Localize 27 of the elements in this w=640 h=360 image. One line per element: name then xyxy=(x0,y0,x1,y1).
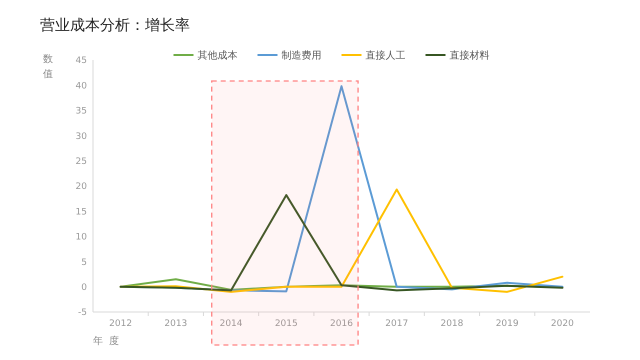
y-tick-label: 35 xyxy=(76,106,87,117)
x-tick-label: 2013 xyxy=(164,319,188,329)
y-tick-label: 10 xyxy=(76,232,88,243)
y-tick-label: 25 xyxy=(76,156,87,167)
x-tick-label: 2012 xyxy=(109,319,132,329)
x-tick-label: 2015 xyxy=(274,319,298,329)
y-tick-label: 15 xyxy=(76,207,87,218)
x-tick-label: 2014 xyxy=(220,319,243,329)
y-tick-label: 5 xyxy=(81,258,87,268)
legend-label: 制造费用 xyxy=(282,50,322,62)
y-tick-label: 0 xyxy=(81,282,88,293)
x-axis-title: 年度 xyxy=(93,335,125,347)
x-tick-label: 2019 xyxy=(496,319,519,329)
y-tick-label: 20 xyxy=(76,182,88,192)
legend-label: 直接材料 xyxy=(450,50,490,62)
x-tick-label: 2018 xyxy=(440,319,464,329)
y-axis-title: 数值 xyxy=(43,54,53,80)
chart-title: 营业成本分析：增长率 xyxy=(40,16,190,34)
y-tick-label: 30 xyxy=(76,132,88,142)
y-tick-label: -5 xyxy=(78,308,87,318)
y-tick-label: 40 xyxy=(76,81,88,92)
y-tick-label: 45 xyxy=(76,56,87,66)
x-tick-label: 2016 xyxy=(330,319,354,329)
x-tick-label: 2017 xyxy=(385,319,408,329)
x-tick-label: 2020 xyxy=(550,319,574,329)
legend-label: 直接人工 xyxy=(366,50,406,62)
legend-label: 其他成本 xyxy=(198,50,238,62)
